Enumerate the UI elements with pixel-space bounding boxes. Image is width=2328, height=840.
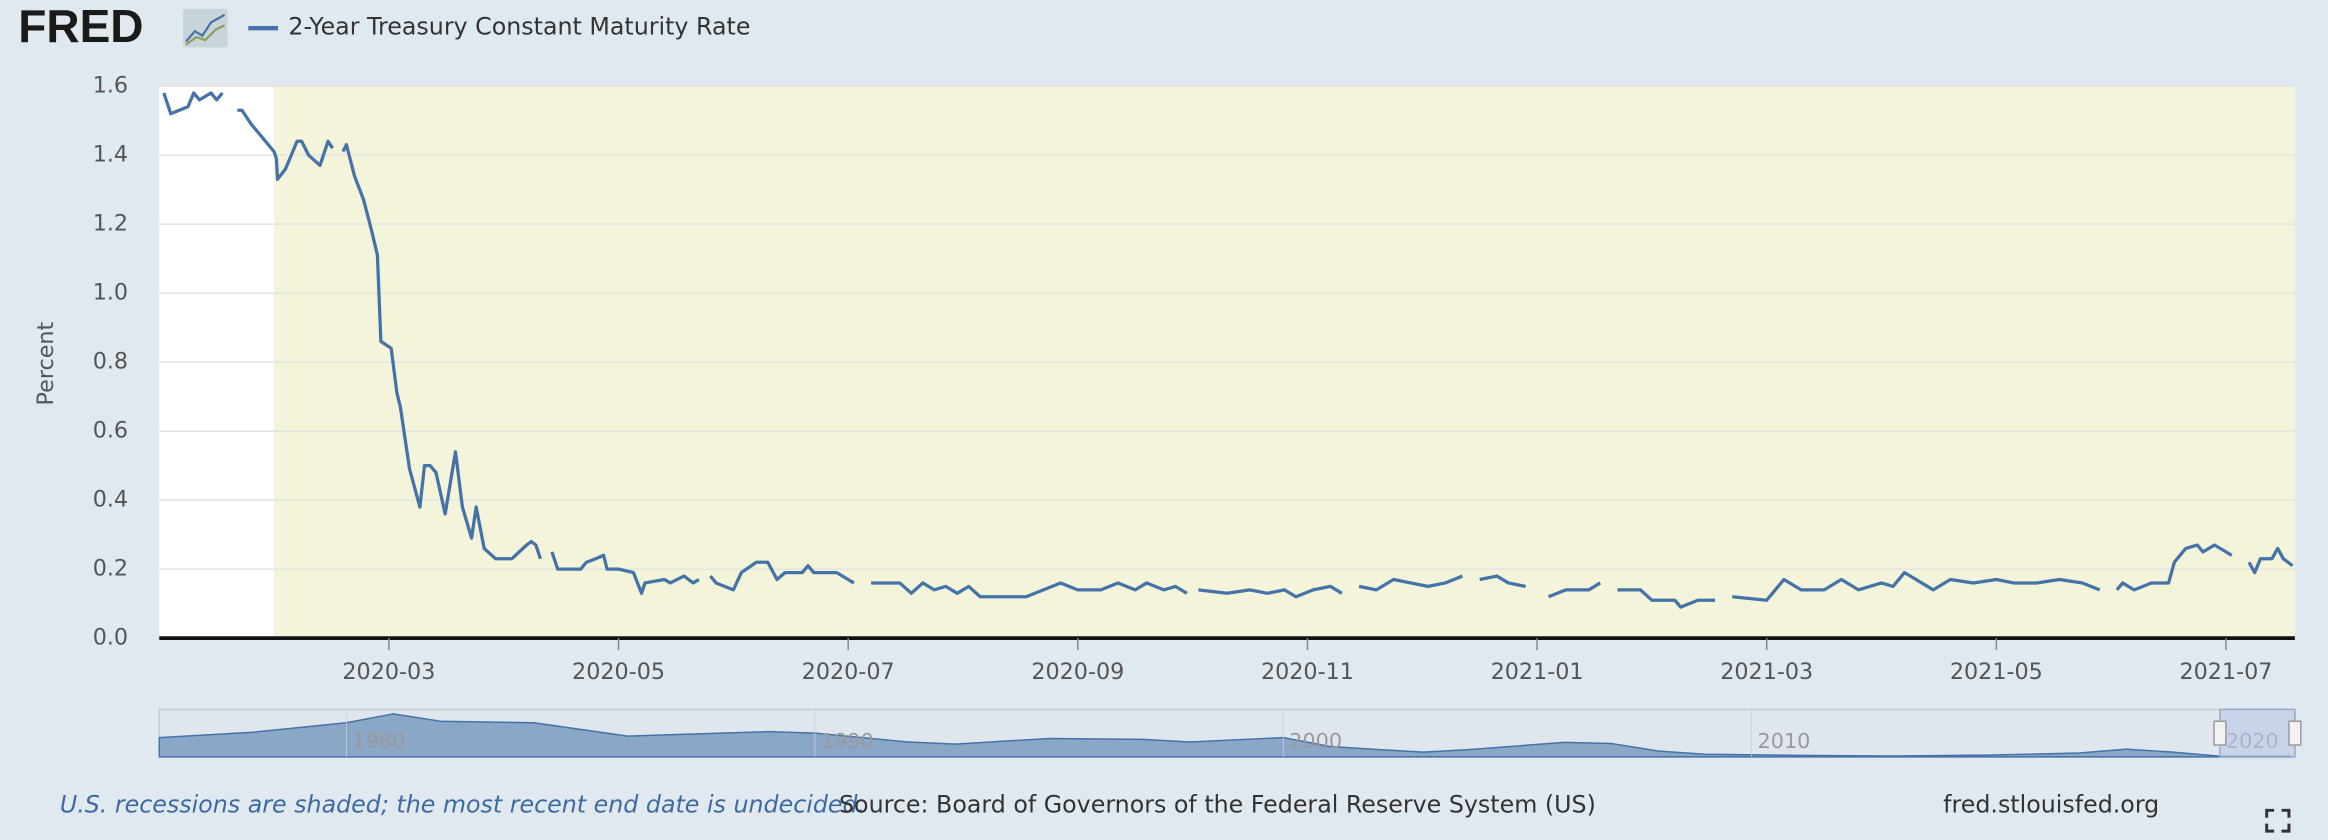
navigator-handle[interactable] bbox=[2288, 720, 2302, 746]
fullscreen-button[interactable] bbox=[2265, 808, 2291, 833]
logo-icon bbox=[183, 8, 228, 48]
legend-label[interactable]: 2-Year Treasury Constant Maturity Rate bbox=[288, 13, 750, 41]
site-url[interactable]: fred.stlouisfed.org bbox=[1943, 790, 2159, 818]
y-tick-label: 1.4 bbox=[93, 142, 128, 168]
x-tick-label: 2020-09 bbox=[1031, 659, 1124, 685]
y-tick-label: 0.4 bbox=[93, 487, 128, 513]
source: Source: Board of Governors of the Federa… bbox=[839, 790, 1596, 818]
x-tick-label: 2020-03 bbox=[342, 659, 435, 685]
x-tick-label: 2020-11 bbox=[1261, 659, 1354, 685]
y-tick-label: 0.8 bbox=[93, 349, 128, 375]
x-tick-label: 2020-07 bbox=[802, 659, 895, 685]
y-tick-label: 0.2 bbox=[93, 556, 128, 582]
y-tick-label: 1.0 bbox=[93, 280, 128, 306]
y-axis-label: Percent bbox=[33, 321, 59, 405]
x-tick-label: 2021-03 bbox=[1720, 659, 1813, 685]
x-tick-label: 2021-01 bbox=[1491, 659, 1584, 685]
navigator-tick-label: 1990 bbox=[821, 729, 874, 753]
y-tick-label: 0.0 bbox=[93, 625, 128, 651]
x-tick-label: 2021-07 bbox=[2180, 659, 2273, 685]
navigator-handle[interactable] bbox=[2213, 720, 2227, 746]
x-tick-label: 2020-05 bbox=[572, 659, 665, 685]
navigator-tick-label: 2010 bbox=[1758, 729, 1811, 753]
navigator-tick-label: 1980 bbox=[353, 729, 406, 753]
navigator-selection[interactable] bbox=[2219, 708, 2296, 758]
x-tick-label: 2021-05 bbox=[1950, 659, 2043, 685]
y-tick-label: 1.6 bbox=[93, 73, 128, 99]
series-line bbox=[162, 91, 2294, 609]
recession-note: U.S. recessions are shaded; the most rec… bbox=[60, 790, 865, 818]
y-tick-label: 1.2 bbox=[93, 211, 128, 237]
navigator-area bbox=[158, 713, 2291, 758]
y-tick-label: 0.6 bbox=[93, 418, 128, 444]
navigator-tick-label: 2000 bbox=[1289, 729, 1342, 753]
logo[interactable]: FRED bbox=[18, 0, 143, 52]
